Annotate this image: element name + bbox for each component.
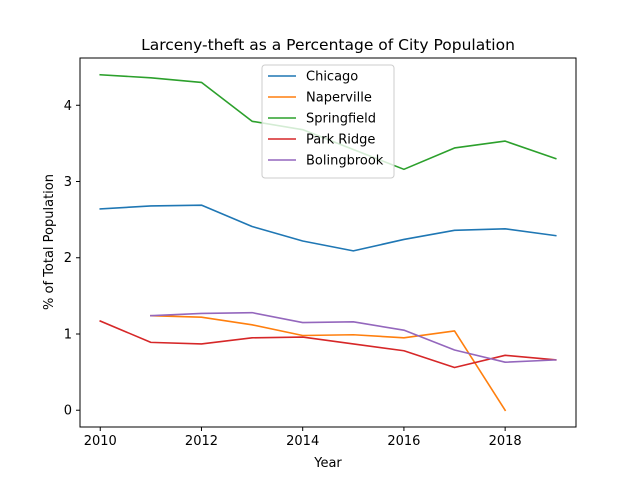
legend-label: Bolingbrook [306, 154, 384, 169]
plot-frame [79, 57, 577, 428]
x-tick-label: 2014 [286, 434, 319, 449]
legend-label: Park Ridge [306, 133, 375, 148]
x-axis: 2010 2012 2014 2016 2018 [84, 427, 522, 449]
x-tick-label: 2016 [387, 434, 420, 449]
legend-label: Naperville [306, 91, 372, 106]
series-line-bolingbrook [150, 311, 557, 364]
y-tick-label: 0 [64, 404, 72, 419]
x-tick-label: 2010 [84, 434, 117, 449]
legend-label: Chicago [306, 70, 358, 85]
x-axis-label: Year [313, 456, 342, 471]
legend-box [261, 64, 395, 179]
y-tick-label: 3 [64, 175, 72, 190]
y-tick-label: 4 [64, 99, 72, 114]
series-line-chicago [99, 204, 557, 252]
y-tick-label: 2 [64, 251, 72, 266]
y-axis: 0 1 2 3 4 [64, 99, 80, 419]
y-tick-label: 1 [64, 327, 72, 342]
legend-label: Springfield [306, 112, 376, 127]
series-line-park-ridge [99, 319, 557, 369]
y-axis-label: % of Total Population [42, 174, 57, 310]
x-tick-label: 2018 [489, 434, 522, 449]
series-line-naperville [150, 314, 507, 412]
x-tick-label: 2012 [185, 434, 218, 449]
legend: Chicago Naperville Springfield Park Ridge Bo… [261, 64, 395, 179]
chart-title: Larceny-theft as a Percentage of City Po… [141, 36, 515, 54]
